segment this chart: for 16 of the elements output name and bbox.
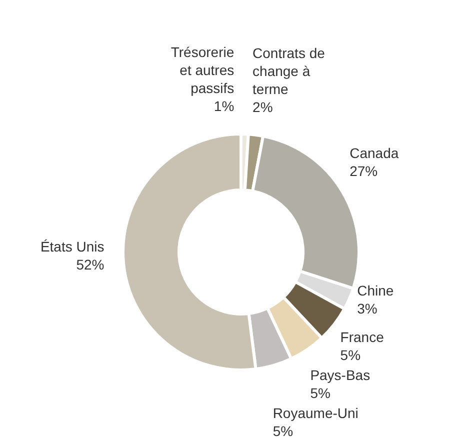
data-label: 5%: [310, 384, 330, 401]
data-label: 52%: [76, 256, 104, 272]
data-label: 3%: [357, 300, 378, 316]
data-label: 1%: [214, 98, 234, 114]
slice-label: France: [340, 328, 384, 345]
slice-label: Royaume-Uni: [272, 404, 358, 421]
slice-label: Chine: [357, 282, 394, 298]
data-label: 27%: [350, 162, 378, 179]
slice-label: États Unis: [40, 238, 104, 254]
slice-label: Pays-Bas: [310, 366, 370, 383]
slice-label: Contrats de change à terme: [252, 45, 326, 98]
data-label: 2%: [252, 99, 273, 116]
data-label: 5%: [272, 422, 294, 438]
slice-label: Trésorerie et autres passifs: [170, 44, 234, 96]
slice-label: Canada: [350, 144, 399, 161]
data-label: 5%: [340, 346, 361, 363]
